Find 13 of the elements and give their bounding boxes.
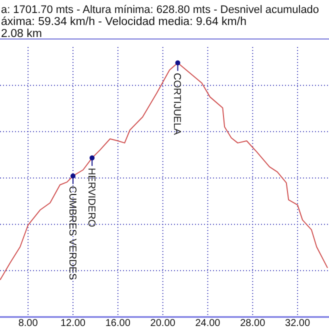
x-tick-label: 32.00 [285,318,311,329]
x-tick-label: 12.00 [60,318,86,329]
x-tick-label: 16.00 [105,318,131,329]
x-tick-label: 20.00 [150,318,176,329]
chart-subtitle: áxima: 59.34 km/h - Velocidad media: 9.64 km/h [1,16,246,28]
annotation: HERVIDERO [86,168,97,228]
x-tick-label: 24.00 [195,318,221,329]
x-tick-label: 28.00 [240,318,266,329]
annotation: CORTIJUELA [171,72,182,136]
x-tick-label: 8.00 [18,318,38,329]
text: 2.08 km [1,28,42,40]
chart-title: a: 1701.70 mts - Altura mínima: 628.80 mts - Desnivel acumulado [1,4,320,16]
annotation: CUMBRES VERDES [66,186,78,280]
